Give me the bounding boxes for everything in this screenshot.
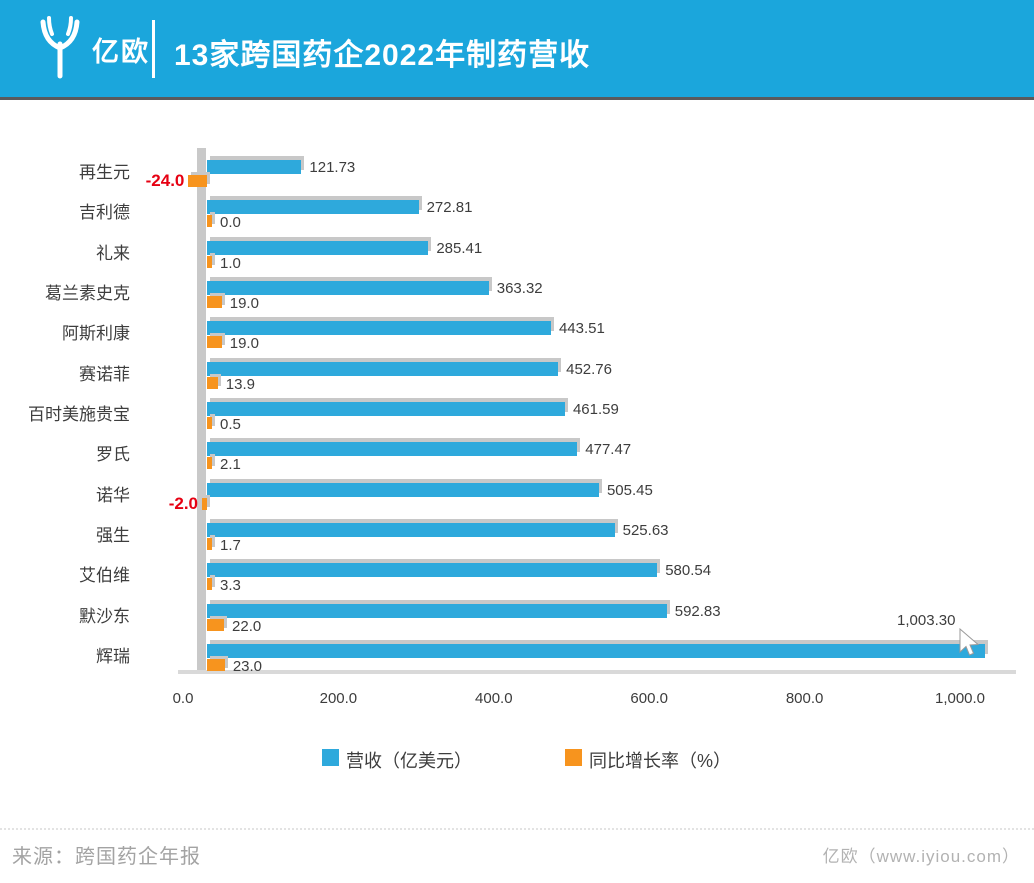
x-axis-tick-label: 200.0 (319, 690, 358, 707)
growth-bar (207, 376, 218, 389)
legend-swatch-growth (565, 749, 582, 766)
category-label: 阿斯利康 (62, 324, 130, 344)
growth-bar (207, 255, 212, 268)
growth-bar (207, 618, 225, 631)
revenue-value-label: 580.54 (665, 562, 712, 580)
growth-bar (207, 658, 225, 671)
growth-bar (188, 175, 207, 187)
category-label: 强生 (96, 525, 130, 545)
growth-value-label: 1.0 (220, 254, 241, 272)
revenue-value-label: 461.59 (572, 400, 619, 418)
revenue-value-label: 121.73 (309, 159, 356, 176)
revenue-bar (207, 401, 565, 416)
revenue-value-label: 477.47 (585, 441, 632, 459)
category-label: 葛兰素史克 (45, 283, 130, 303)
category-label: 罗氏 (96, 445, 130, 465)
revenue-value-label: 272.81 (426, 199, 473, 217)
x-axis-tick-label: 600.0 (630, 690, 668, 707)
growth-value-label: 13.9 (225, 375, 255, 393)
revenue-bar (207, 240, 429, 255)
growth-value-label: 0.5 (220, 415, 241, 433)
x-axis-tick-label: 800.0 (785, 690, 824, 707)
growth-bar (207, 457, 212, 470)
header-banner: 亿欧 13家跨国药企2022年制药营收 (0, 0, 1034, 97)
revenue-bar (207, 442, 578, 457)
revenue-value-label: 505.45 (606, 481, 653, 499)
revenue-value-label: 592.83 (674, 602, 721, 620)
revenue-value-label: 363.32 (496, 279, 543, 297)
growth-bar (207, 578, 212, 591)
revenue-bar (207, 200, 419, 215)
footer: 来源：跨国药企年报 亿欧（www.iyiou.com） (0, 828, 1034, 883)
category-label: 礼来 (96, 243, 130, 263)
growth-value-label: 19.0 (229, 294, 259, 312)
growth-value-label: 23.0 (232, 657, 263, 675)
footer-site-text: 亿欧（www.iyiou.com） (822, 847, 1020, 866)
growth-value-label: -2.0 (168, 493, 198, 513)
growth-bar (207, 336, 222, 349)
growth-bar (207, 537, 212, 550)
revenue-bar (207, 603, 667, 618)
growth-value-label: -24.0 (145, 171, 185, 190)
category-label: 吉利德 (79, 203, 130, 223)
x-axis-tick-label: 1,000.0 (934, 690, 986, 707)
revenue-value-label: 285.41 (436, 239, 483, 257)
growth-bar (207, 295, 222, 308)
x-axis-tick-label: 400.0 (475, 690, 513, 707)
revenue-value-label: 1,003.30 (897, 611, 956, 629)
category-label: 诺华 (96, 485, 130, 505)
category-label: 赛诺菲 (79, 364, 130, 384)
category-label: 再生元 (79, 163, 130, 182)
x-axis-line (178, 670, 1016, 674)
revenue-bar (207, 522, 615, 537)
x-axis-tick-label: 0.0 (172, 690, 194, 707)
category-label: 艾伯维 (79, 566, 130, 586)
growth-value-label: 2.1 (220, 456, 241, 474)
growth-bar (202, 497, 207, 510)
revenue-bar (207, 160, 302, 174)
growth-value-label: 19.0 (229, 335, 259, 353)
revenue-value-label: 525.63 (622, 521, 669, 539)
footer-source-text: 来源：跨国药企年报 (12, 846, 201, 868)
growth-value-label: 0.0 (220, 214, 241, 232)
yiou-logo-icon (34, 14, 86, 85)
legend-label-revenue: 营收（亿美元） (346, 751, 472, 771)
growth-value-label: 22.0 (232, 617, 262, 635)
revenue-bar (207, 280, 489, 295)
growth-value-label: 1.7 (220, 536, 241, 554)
category-label: 辉瑞 (96, 646, 130, 666)
category-label: 默沙东 (79, 606, 130, 626)
header-divider (152, 20, 155, 78)
revenue-value-label: 443.51 (558, 320, 605, 338)
page-title: 13家跨国药企2022年制药营收 (174, 39, 591, 72)
revenue-bar (207, 563, 658, 578)
logo-text: 亿欧 (92, 36, 150, 67)
revenue-bar (207, 321, 551, 336)
category-label: 百时美施贵宝 (28, 404, 130, 424)
mouse-cursor-icon (958, 627, 980, 658)
revenue-bar (207, 643, 986, 658)
growth-bar (207, 215, 212, 228)
logo: 亿欧 (34, 14, 150, 84)
header-underline (0, 97, 1034, 100)
bar-chart: 再生元 121.73 -24.0 吉利德 272.81 0.0 礼来 285.41 1.0 葛兰素… (0, 100, 1034, 720)
revenue-bar (207, 361, 559, 376)
y-axis-line (197, 148, 206, 670)
legend-label-growth: 同比增长率（%） (589, 751, 732, 771)
growth-value-label: 3.3 (220, 577, 241, 595)
revenue-value-label: 452.76 (566, 360, 612, 378)
revenue-bar (207, 482, 599, 497)
legend-swatch-revenue (322, 749, 339, 766)
growth-bar (207, 416, 212, 429)
